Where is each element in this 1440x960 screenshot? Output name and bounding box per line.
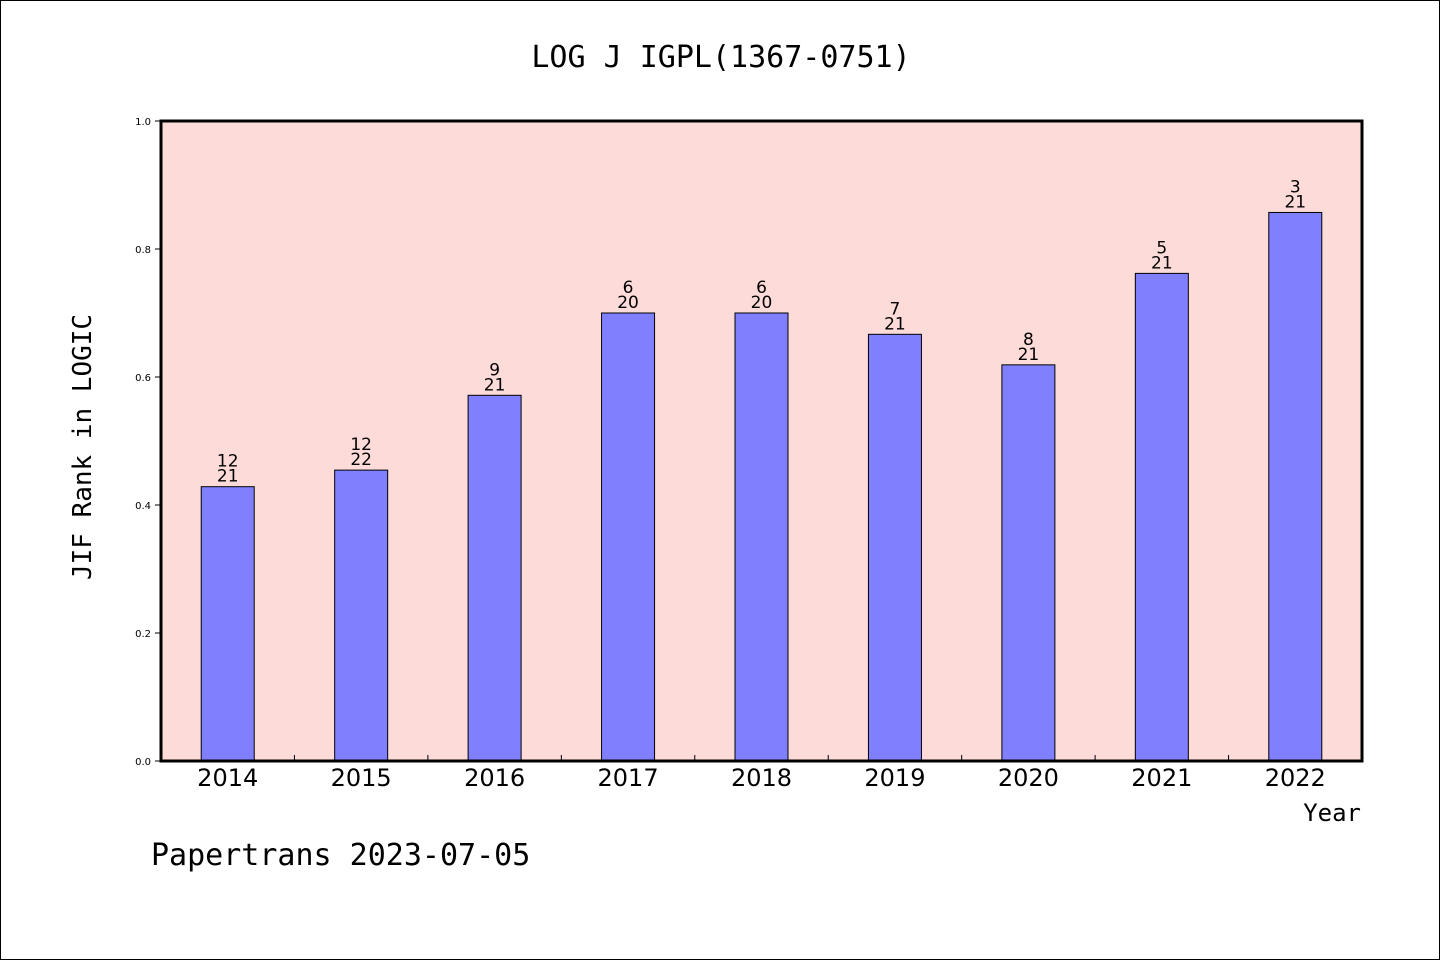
x-tick-label: 2020: [998, 764, 1059, 792]
y-tick-label: 0.2: [135, 629, 151, 640]
y-tick-label: 0.0: [135, 757, 151, 768]
y-axis-ticks: 0.0 0.2 0.4 0.6 0.8 1.0: [135, 117, 161, 768]
y-tick-label: 0.6: [135, 373, 151, 384]
bar-total-label: 22: [350, 450, 372, 470]
bar-2022: [1268, 211, 1323, 762]
bar-2017: [601, 312, 656, 762]
footer-text: Papertrans 2023-07-05: [151, 838, 530, 873]
x-tick-label: 2016: [464, 764, 525, 792]
bar-2020: [1001, 364, 1056, 762]
bar-total-label: 21: [1151, 253, 1173, 273]
bar-total-label: 20: [617, 293, 639, 313]
bar-rank-label: 8: [1023, 330, 1034, 350]
chart-title: LOG J IGPL(1367-0751): [531, 40, 910, 75]
bar-2014: [200, 486, 255, 762]
x-tick-label: 2015: [331, 764, 392, 792]
bar-rank-label: 6: [756, 278, 767, 298]
y-tick-label: 1.0: [135, 117, 151, 128]
bar-rank-label: 12: [217, 452, 239, 472]
bar-rank-label: 3: [1290, 177, 1301, 197]
x-tick-label: 2021: [1131, 764, 1192, 792]
bar-2016: [467, 394, 522, 762]
bar-total-label: 21: [1018, 345, 1040, 365]
bar-rank-label: 12: [350, 435, 372, 455]
bar-total-label: 21: [1284, 192, 1306, 212]
x-axis-label: Year: [1303, 799, 1361, 827]
y-tick-label: 0.8: [135, 245, 151, 256]
bar-total-label: 20: [751, 293, 773, 313]
x-tick-label: 2014: [197, 764, 258, 792]
bars-group: [200, 211, 1323, 762]
x-axis-ticks: 2014 2015 2016 2017 2018 2019 2020 2021 2022: [197, 755, 1326, 792]
y-tick-label: 0.4: [135, 501, 151, 512]
y-axis-label: JIF Rank in LOGIC: [68, 314, 98, 580]
bar-rank-label: 9: [489, 360, 500, 380]
bar-rank-label: 7: [890, 299, 901, 319]
bar-2015: [334, 469, 389, 762]
bar-2021: [1134, 272, 1189, 762]
bar-rank-label: 6: [623, 278, 634, 298]
x-tick-label: 2022: [1265, 764, 1326, 792]
x-tick-label: 2018: [731, 764, 792, 792]
bar-total-label: 21: [484, 375, 506, 395]
bar-2018: [734, 312, 789, 762]
x-tick-label: 2019: [864, 764, 925, 792]
bar-2019: [867, 333, 922, 762]
bar-total-label: 21: [884, 314, 906, 334]
bar-total-label: 21: [217, 467, 239, 487]
bar-rank-label: 5: [1156, 238, 1167, 258]
plot-border: [159, 119, 1364, 763]
x-tick-label: 2017: [598, 764, 659, 792]
